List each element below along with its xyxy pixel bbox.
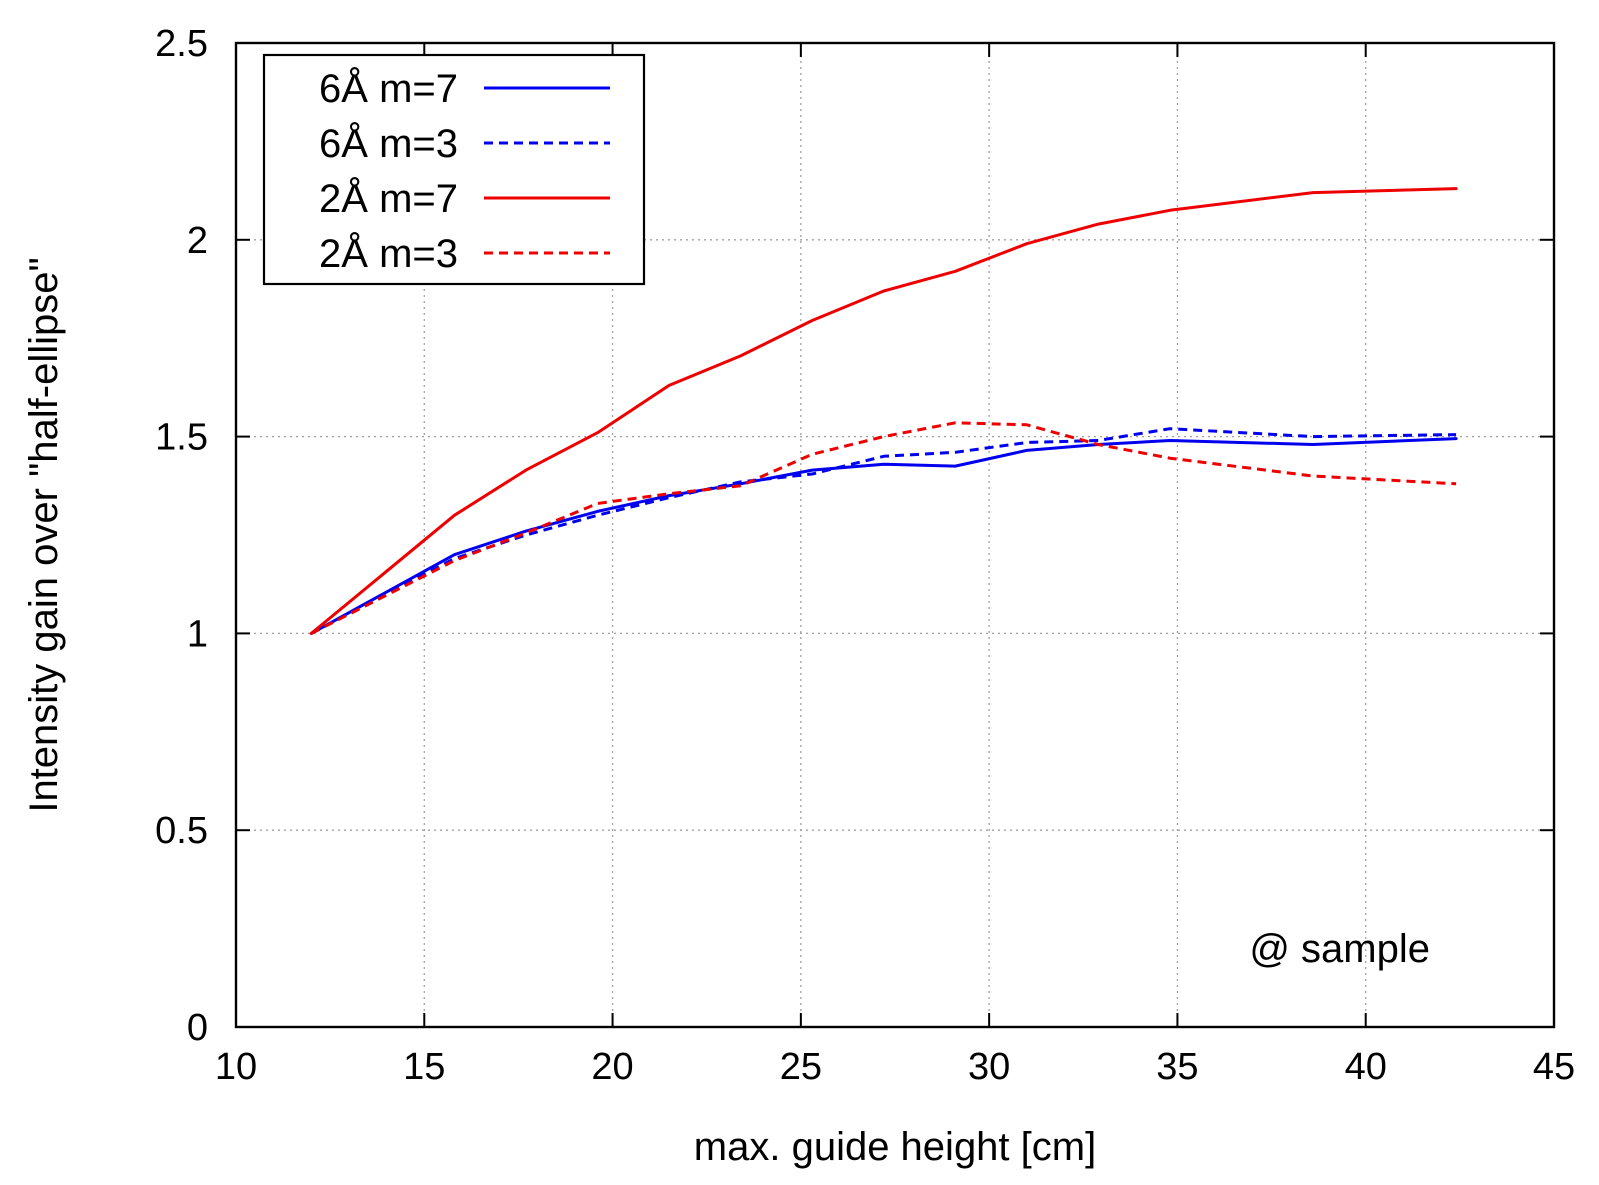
y-tick-label: 1 [187,613,208,655]
annotation-at-sample: @ sample [1249,927,1430,971]
y-tick-label: 2 [187,220,208,262]
plot-frame [234,41,1556,1029]
x-tick-label: 35 [1156,1046,1198,1088]
y-axis-label: Intensity gain over "half-ellipse" [22,257,66,812]
legend-label: 2Å m=7 [319,176,458,221]
x-tick-label: 20 [591,1046,633,1088]
x-tick-label: 45 [1533,1046,1575,1088]
x-tick-label: 40 [1345,1046,1387,1088]
x-tick-label: 30 [968,1046,1010,1088]
series-line-6-m-3 [310,427,1457,635]
legend-box [262,53,646,286]
series-line-2-m-3 [310,421,1457,635]
series-line-6-m-7 [309,437,1458,635]
legend-label: 6Å m=3 [319,121,458,166]
plot-series [309,187,1458,635]
y-tick-label: 1.5 [155,417,208,459]
x-axis-label: max. guide height [cm] [694,1125,1096,1169]
x-tick-label: 15 [403,1046,445,1088]
x-tick-label: 10 [215,1046,257,1088]
y-tick-label: 0.5 [155,810,208,852]
legend-label: 6Å m=7 [319,66,458,111]
legend: 6Å m=7 6Å m=3 2Å m=7 2Å m=3 [262,53,646,286]
y-tick-label: 0 [187,1007,208,1049]
legend-label: 2Å m=3 [319,231,458,276]
y-tick-label: 2.5 [155,23,208,65]
tick-labels: 10 15 20 25 30 35 40 45 0 0.5 1 1.5 2 2.5 [155,23,1575,1088]
grid [236,43,1554,1027]
series-line-2-m-7 [309,187,1458,635]
x-tick-label: 25 [780,1046,822,1088]
